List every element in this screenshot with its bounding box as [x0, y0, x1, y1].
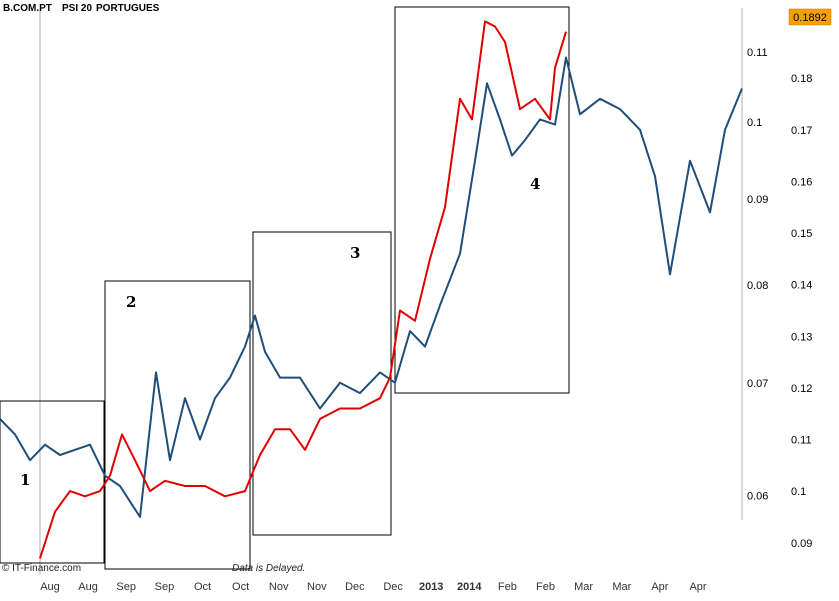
x-tick-label: Apr	[689, 581, 706, 593]
series-line-2	[39, 20, 567, 559]
x-tick-label: Feb	[498, 581, 517, 593]
annotation-label-4: 4	[530, 175, 540, 193]
footer-source: Data is Delayed.	[232, 563, 305, 574]
x-tick-label: Aug	[78, 581, 98, 593]
y-tick-label-inner: 0.11	[747, 47, 768, 59]
y-tick-label-inner: 0.07	[747, 378, 768, 390]
y-tick-label-outer: 0.16	[791, 176, 812, 188]
y-tick-label-inner: 0.08	[747, 280, 768, 292]
y-tick-label-inner: 0.06	[747, 491, 768, 503]
x-tick-label: Feb	[536, 581, 555, 593]
x-tick-label: Aug	[40, 581, 60, 593]
x-tick-label: Sep	[116, 581, 136, 593]
annotation-box-3	[252, 231, 392, 536]
last-value-badge-bg	[788, 8, 832, 26]
annotation-label-1: 1	[20, 471, 30, 489]
y-tick-label-outer: 0.1	[791, 486, 806, 498]
plot-area	[0, 0, 742, 575]
x-tick-label: Nov	[269, 581, 289, 593]
x-tick-label: Oct	[194, 581, 211, 593]
chart-footer: © IT-Finance.com Data is Delayed.	[2, 563, 305, 574]
x-tick-label: Apr	[651, 581, 668, 593]
title-symbol: B.COM.PT	[3, 3, 52, 14]
x-tick-label: Nov	[307, 581, 327, 593]
last-value-badge: 0.1892	[788, 8, 832, 26]
annotation-boxes	[0, 6, 570, 570]
last-value-badge-text: 0.1892	[793, 12, 827, 24]
x-tick-label: 2013	[419, 581, 443, 593]
y-axis-outer-ticks: 0.18 0.17 0.16 0.15 0.14 0.13 0.12 0.11 0.1 0.09	[791, 73, 812, 550]
y-tick-label-inner: 0.1	[747, 117, 762, 129]
series-line-1	[0, 56, 743, 518]
x-tick-label: Dec	[383, 581, 403, 593]
y-tick-label-outer: 0.14	[791, 280, 812, 292]
x-tick-label: Mar	[612, 581, 631, 593]
x-tick-label: Oct	[232, 581, 249, 593]
x-tick-label: Dec	[345, 581, 365, 593]
annotation-box-2	[104, 280, 251, 570]
annotation-box-4	[394, 6, 570, 394]
y-tick-label-inner: 0.09	[747, 194, 768, 206]
y-tick-label-outer: 0.12	[791, 383, 812, 395]
annotation-label-3: 3	[350, 244, 360, 262]
chart-header: B.COM.PT PSI 20 PORTUGUES	[3, 3, 160, 14]
annotation-label-2: 2	[126, 293, 136, 311]
series-layer	[0, 20, 743, 559]
y-tick-label-outer: 0.09	[791, 538, 812, 550]
y-axis-inner-ticks: 0.11 0.1 0.09 0.08 0.07 0.06	[747, 47, 768, 503]
annotation-box-1	[0, 400, 105, 564]
y-tick-label-outer: 0.17	[791, 125, 812, 137]
footer-copyright: © IT-Finance.com	[2, 563, 81, 574]
y-tick-label-outer: 0.15	[791, 228, 812, 240]
title-market: PORTUGUES	[96, 3, 160, 14]
title-index: PSI 20	[62, 3, 92, 14]
x-axis-ticks: Aug Aug Sep Sep Oct Oct Nov Nov Dec Dec 2013 2014 Fe…	[40, 581, 707, 593]
x-tick-label: Mar	[574, 581, 593, 593]
x-tick-label: 2014	[457, 581, 482, 593]
y-tick-label-outer: 0.13	[791, 331, 812, 343]
x-tick-label: Sep	[155, 581, 175, 593]
y-tick-label-outer: 0.18	[791, 73, 812, 85]
y-tick-label-outer: 0.11	[791, 435, 812, 447]
